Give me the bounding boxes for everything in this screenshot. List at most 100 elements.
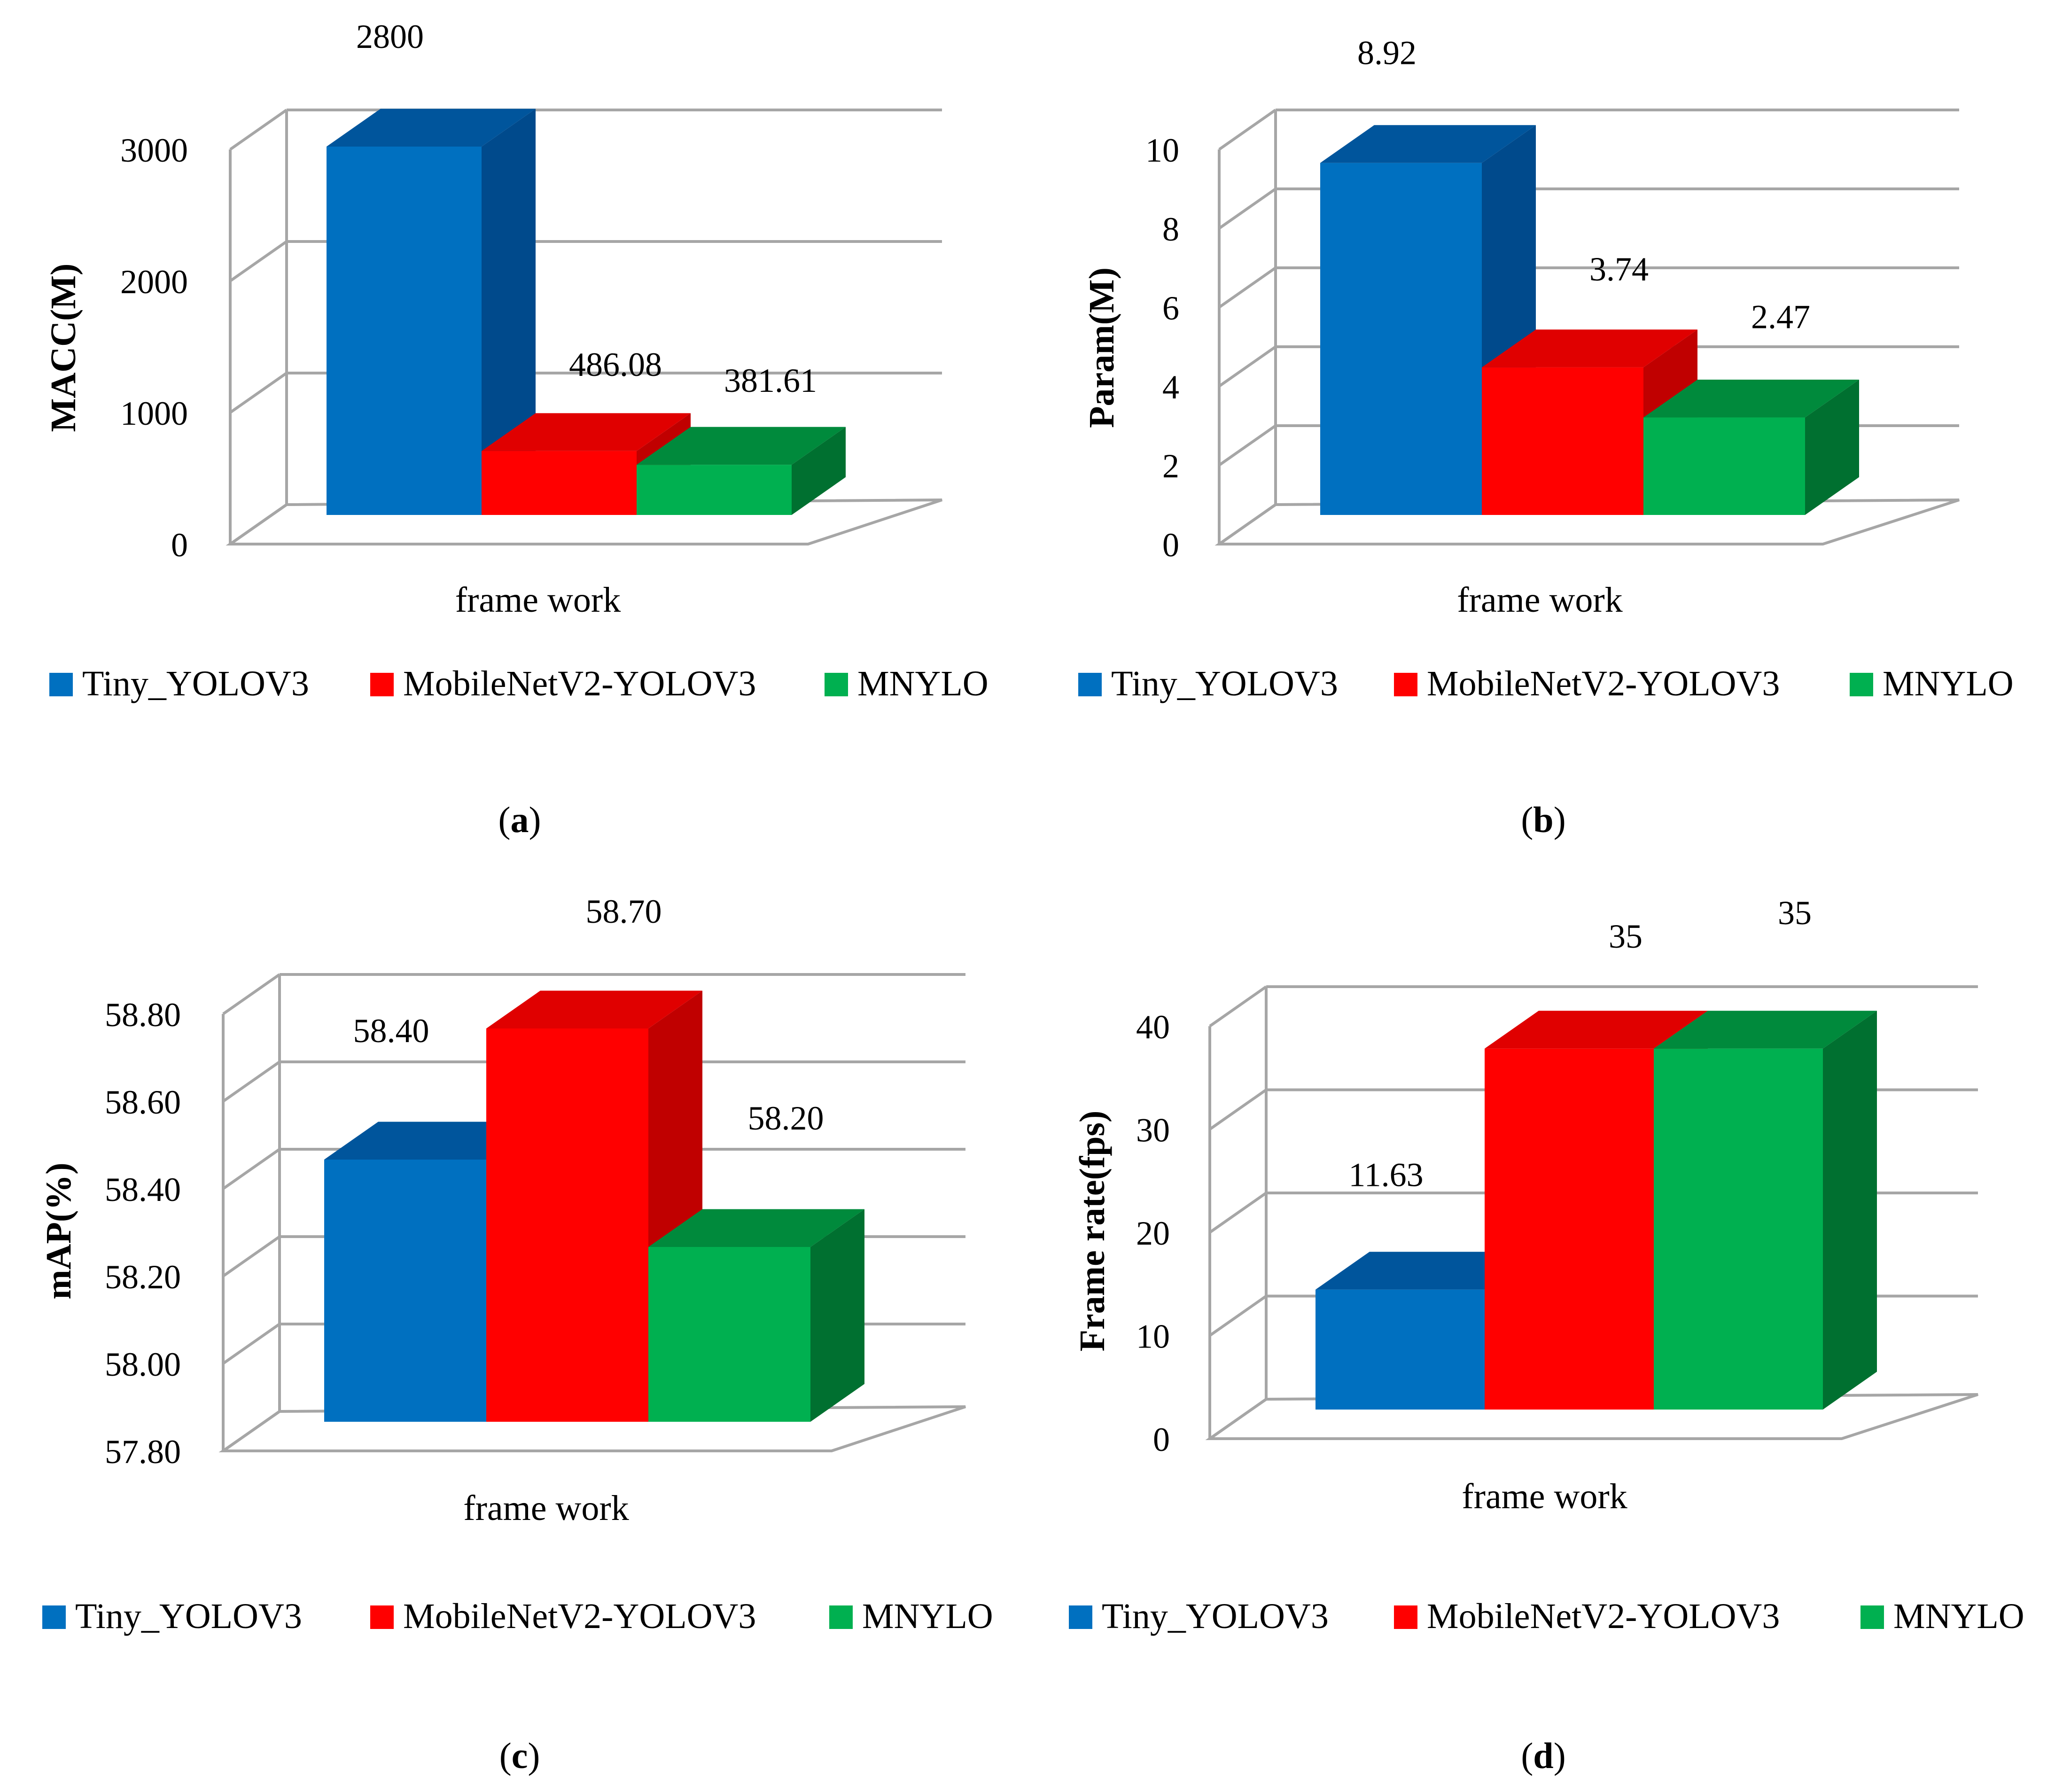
chart-d-legend-swatch-1 (1069, 1605, 1092, 1629)
chart-c-tick-label: 57.80 (105, 1433, 181, 1471)
chart-a-legend-swatch-3 (825, 673, 848, 696)
chart-a-bar-3 (637, 465, 792, 515)
chart-a-bar-top-3 (637, 427, 846, 465)
caption-a: (a) (498, 799, 541, 840)
chart-c-bar-side-3 (810, 1209, 864, 1422)
chart-c-floor (218, 1405, 966, 1452)
chart-b-tick-label: 8 (1162, 210, 1179, 248)
chart-a-tick-label: 2000 (120, 263, 188, 301)
chart-a-side-gridline (229, 109, 288, 151)
chart-b-legend-label-3: MNYLO (1883, 664, 2014, 703)
chart-a-data-label-1: 2800 (356, 18, 424, 55)
chart-c-tick-label: 58.20 (105, 1258, 181, 1296)
chart-c-tick-label: 58.40 (105, 1171, 181, 1208)
chart-c-tick-label: 58.60 (105, 1083, 181, 1121)
chart-c-bar-1 (324, 1160, 486, 1422)
chart-b-legend-swatch-3 (1850, 673, 1873, 696)
chart-d-tick-label: 0 (1153, 1421, 1170, 1458)
chart-d-data-label-3: 35 (1778, 894, 1812, 932)
chart-c-x-axis-label: frame work (463, 1488, 629, 1528)
chart-b-tick-label: 2 (1162, 447, 1179, 485)
caption-b: (b) (1521, 799, 1566, 840)
chart-c-legend-swatch-3 (829, 1605, 853, 1629)
chart-a-legend-swatch-2 (370, 673, 394, 696)
chart-b-data-label-2: 3.74 (1589, 250, 1649, 288)
chart-b-side-gridline (1218, 109, 1277, 151)
chart-d-side-gridline (1209, 1192, 1267, 1234)
chart-d-tick-label: 20 (1136, 1215, 1170, 1252)
chart-b-side-gridline (1218, 424, 1277, 467)
caption-c: (c) (499, 1735, 540, 1776)
chart-a-bar-top-2 (482, 413, 691, 451)
caption-d: (d) (1521, 1735, 1566, 1776)
chart-d-side-gridline (1209, 1089, 1267, 1130)
chart-b-bar-top-3 (1643, 380, 1859, 418)
chart-d-data-label-2: 35 (1609, 918, 1642, 955)
chart-a-side-gridline (229, 240, 288, 282)
chart-b-tick-label: 0 (1162, 526, 1179, 564)
chart-d-bar-3 (1654, 1048, 1823, 1410)
chart-d-side-gridline (1209, 1295, 1267, 1337)
chart-d-floor (1205, 1393, 1978, 1440)
chart-c-legend-label-2: MobileNetV2-YOLOV3 (403, 1597, 756, 1636)
chart-d-tick-label: 10 (1136, 1318, 1170, 1356)
chart-a-data-label-2: 486.08 (569, 346, 662, 383)
chart-b-legend-label-2: MobileNetV2-YOLOV3 (1427, 664, 1780, 703)
chart-b-bar-2 (1482, 367, 1643, 515)
chart-a-bar-1 (327, 147, 482, 515)
chart-a-legend-label-1: Tiny_YOLOV3 (82, 664, 309, 703)
chart-b-legend-label-1: Tiny_YOLOV3 (1111, 664, 1338, 703)
chart-b-legend-swatch-2 (1394, 673, 1417, 696)
chart-a-legend-label-2: MobileNetV2-YOLOV3 (403, 664, 756, 703)
chart-a-floor (226, 499, 942, 545)
chart-a-tick-label: 1000 (120, 395, 188, 432)
chart-a-side-gridline (229, 372, 288, 414)
chart-a-x-axis-label: frame work (455, 580, 621, 620)
chart-c-bar-top-2 (486, 990, 702, 1028)
chart-b-tick-label: 6 (1162, 289, 1179, 327)
chart-c-y-axis-title: mAP(%) (39, 1162, 78, 1299)
chart-d-legend-swatch-3 (1860, 1605, 1884, 1629)
chart-b-x-axis-label: frame work (1457, 580, 1622, 620)
chart-d-x-axis-label: frame work (1462, 1477, 1627, 1516)
chart-c-side-gridline (222, 1323, 280, 1365)
chart-d-bar-1 (1316, 1289, 1485, 1410)
chart-c-bar-2 (486, 1028, 648, 1422)
chart-b-floor (1214, 499, 1960, 545)
chart-c-tick-label: 58.80 (105, 996, 181, 1034)
chart-a-bar-top-1 (327, 109, 536, 147)
chart-d-bar-side-3 (1823, 1011, 1877, 1410)
chart-b-legend-swatch-1 (1078, 673, 1102, 696)
chart-c-legend-swatch-1 (42, 1605, 66, 1629)
chart-c-bar-top-3 (648, 1209, 864, 1247)
chart-d-tick-label: 40 (1136, 1008, 1170, 1046)
chart-b-side-gridline (1218, 345, 1277, 388)
chart-a-legend-swatch-1 (49, 673, 73, 696)
chart-d-tick-label: 30 (1136, 1112, 1170, 1149)
chart-c-side-gridline (222, 1060, 280, 1103)
chart-c-tick-label: 58.00 (105, 1346, 181, 1383)
chart-b-side-gridline (1218, 187, 1277, 230)
chart-d-legend-label-1: Tiny_YOLOV3 (1102, 1597, 1329, 1636)
chart-c-data-label-1: 58.40 (353, 1012, 429, 1050)
chart-b-bar-3 (1643, 417, 1805, 515)
chart-b-bar-top-2 (1482, 329, 1697, 367)
chart-b-bar-side-3 (1805, 380, 1859, 515)
chart-d-bar-top-3 (1654, 1011, 1877, 1049)
chart-d-legend-swatch-2 (1394, 1605, 1417, 1629)
chart-a-legend-label-3: MNYLO (857, 664, 989, 703)
chart-c-bar-3 (648, 1247, 810, 1422)
chart-a-y-axis-title: MACC(M) (44, 264, 83, 432)
chart-b: 0 2 4 6 8 10 8.92 3.74 2.47 Param(M) frame work Tin… (1078, 34, 2014, 703)
chart-d-legend-label-3: MNYLO (1893, 1597, 2024, 1636)
chart-d-bar-top-1 (1316, 1252, 1539, 1290)
chart-d: 0 10 20 30 40 11.63 35 35 Frame rate(fps) frame w… (1069, 894, 2024, 1636)
chart-a-bar-2 (482, 451, 637, 515)
chart-b-bar-top-1 (1320, 125, 1536, 163)
chart-d-legend-label-2: MobileNetV2-YOLOV3 (1427, 1597, 1780, 1636)
chart-a-tick-label: 0 (171, 526, 188, 564)
chart-a-bar-side-3 (792, 427, 846, 515)
chart-c-data-label-2: 58.70 (586, 893, 662, 930)
chart-d-data-label-1: 11.63 (1348, 1156, 1423, 1194)
